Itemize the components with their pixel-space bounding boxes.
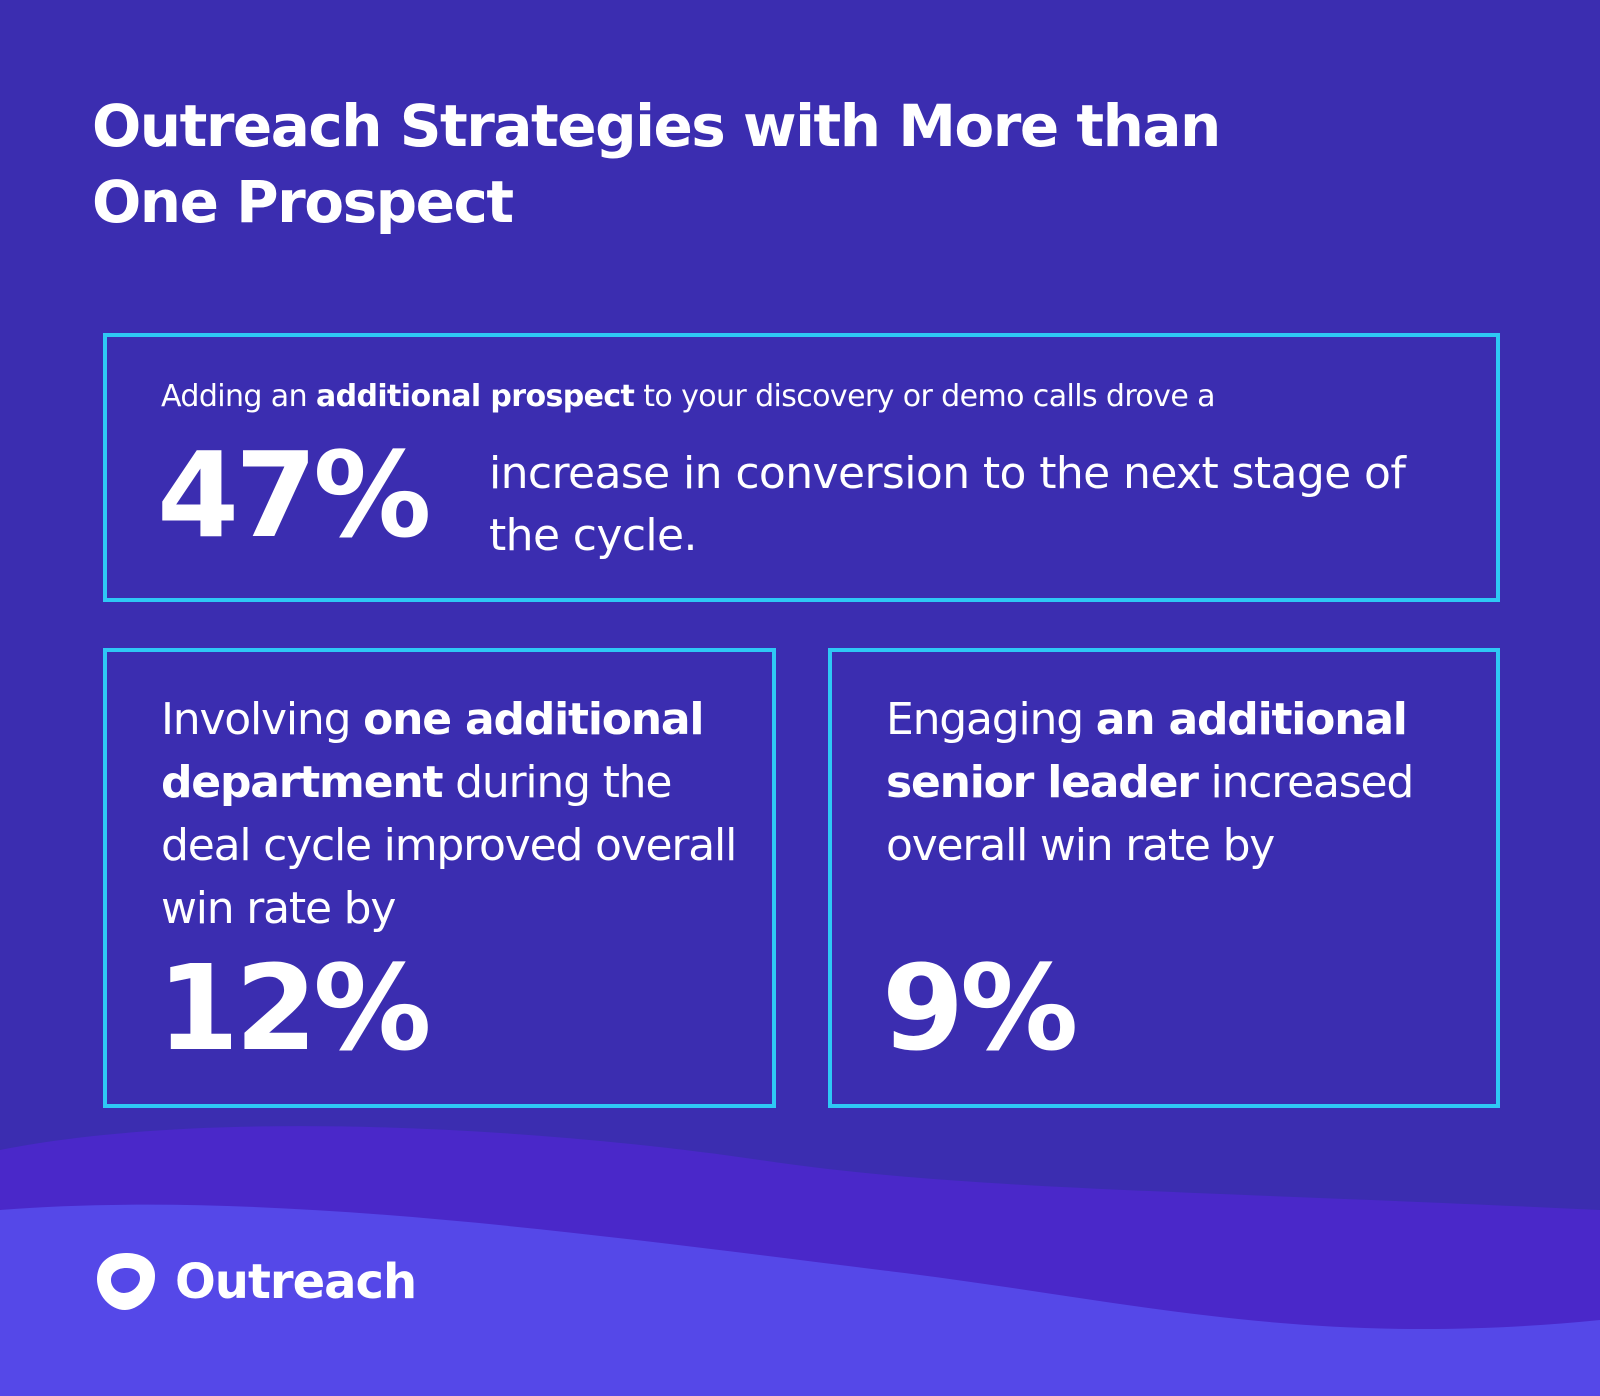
department-text-bold: one additional department <box>161 694 704 808</box>
stat-card-conversion: Adding an additional prospect to your di… <box>103 333 1500 602</box>
logo-text: Outreach <box>175 1254 417 1310</box>
senior-leader-text-post: increased overall win rate by <box>886 757 1414 871</box>
stat-card-senior-leader: Engaging an additional senior leader inc… <box>828 648 1500 1108</box>
page-title: Outreach Strategies with More than One P… <box>92 88 1292 240</box>
department-text-pre: Involving <box>161 694 364 745</box>
decorative-waves <box>0 1126 1600 1396</box>
senior-leader-text: Engaging an additional senior leader inc… <box>886 688 1466 877</box>
conversion-value: 47% <box>157 426 431 564</box>
senior-leader-text-pre: Engaging <box>886 694 1096 745</box>
department-value: 12% <box>157 939 431 1077</box>
senior-leader-value: 9% <box>882 939 1078 1077</box>
department-text: Involving one additional department duri… <box>161 688 741 940</box>
outreach-logo: Outreach <box>95 1252 417 1312</box>
title-line-1: Outreach Strategies with More than <box>92 92 1221 160</box>
conversion-intro-pre: Adding an <box>161 379 316 414</box>
title-line-2: One Prospect <box>92 168 514 236</box>
stat-card-department: Involving one additional department duri… <box>103 648 776 1108</box>
conversion-description: increase in conversion to the next stage… <box>489 448 1406 561</box>
outreach-logo-icon <box>97 1253 155 1310</box>
wave-front <box>0 1204 1600 1396</box>
conversion-intro-post: to your discovery or demo calls drove a <box>634 379 1215 414</box>
conversion-intro-bold: additional prospect <box>315 379 635 414</box>
department-text-post: during the deal cycle improved overall w… <box>161 757 737 934</box>
senior-leader-text-bold: an additional senior leader <box>886 694 1408 808</box>
conversion-intro: Adding an additional prospect to your di… <box>161 377 1216 417</box>
